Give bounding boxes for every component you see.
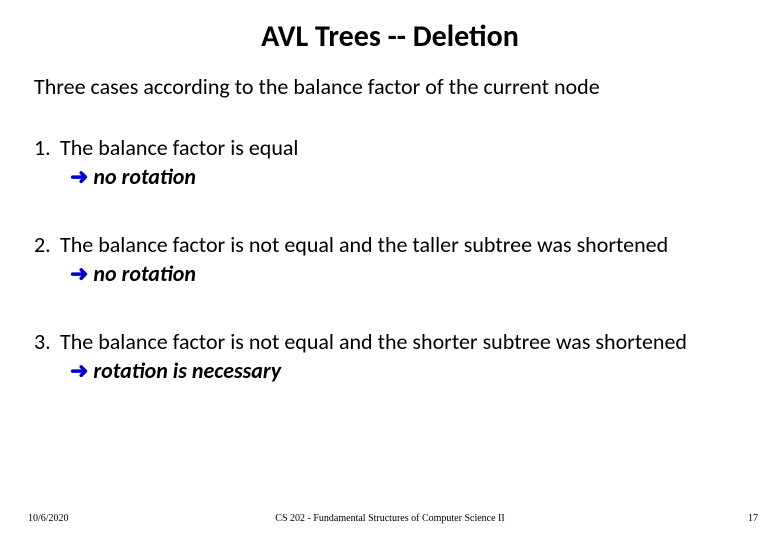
result-text: rotation is necessary: [93, 357, 281, 384]
case-number: 1.: [34, 134, 60, 163]
case-result: ➜ rotation is necessary: [70, 357, 750, 386]
subtitle-text: Three cases according to the balance fac…: [34, 73, 750, 100]
arrow-icon: ➜: [70, 357, 88, 384]
case-result: ➜ no rotation: [70, 260, 750, 289]
footer-course: CS 202 - Fundamental Structures of Compu…: [0, 513, 780, 524]
case-number: 3.: [34, 328, 60, 357]
case-number: 2.: [34, 231, 60, 260]
result-text: no rotation: [93, 260, 196, 287]
case-text: The balance factor is not equal and the …: [60, 328, 687, 355]
slide: AVL Trees -- Deletion Three cases accord…: [0, 0, 780, 540]
page-title: AVL Trees -- Deletion: [30, 18, 750, 55]
footer-page: 17: [748, 513, 758, 524]
result-text: no rotation: [93, 163, 196, 190]
arrow-icon: ➜: [70, 163, 88, 190]
arrow-icon: ➜: [70, 260, 88, 287]
case-line: 3.The balance factor is not equal and th…: [34, 328, 750, 357]
case-text: The balance factor is not equal and the …: [60, 231, 668, 258]
case-line: 2.The balance factor is not equal and th…: [34, 231, 750, 260]
case-line: 1.The balance factor is equal: [34, 134, 750, 163]
case-3: 3.The balance factor is not equal and th…: [34, 328, 750, 385]
case-text: The balance factor is equal: [60, 134, 298, 161]
case-1: 1.The balance factor is equal ➜ no rotat…: [34, 134, 750, 191]
case-2: 2.The balance factor is not equal and th…: [34, 231, 750, 288]
case-result: ➜ no rotation: [70, 163, 750, 192]
